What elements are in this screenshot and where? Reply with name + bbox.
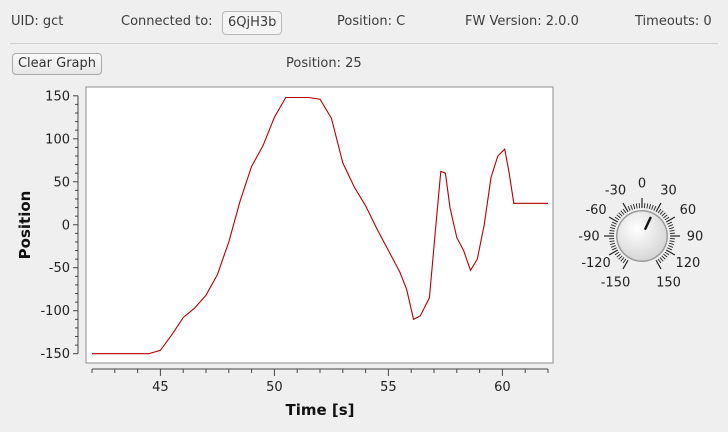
knob-minor-tick [663,253,668,258]
knob-minor-tick [668,242,674,245]
knob-major-tick [655,259,662,270]
knob-major-tick [655,202,662,213]
knob-minor-tick [618,255,623,260]
knob-minor-tick [609,229,615,232]
knob-scale-label: 120 [675,256,700,271]
knob-scale-label: 30 [660,184,677,199]
knob-indicator [644,216,652,230]
y-tick-label: 0 [62,218,70,233]
knob-minor-tick [667,247,673,251]
knob-major-tick [608,249,619,256]
knob-scale-label: 60 [680,203,697,218]
knob-minor-tick [657,208,662,214]
knob-minor-tick [610,224,616,227]
position-status: Position: C [337,14,406,29]
y-tick-label: 100 [45,132,70,147]
y-tick-label: 150 [45,89,70,104]
x-axis: 45 50 55 60 [91,368,549,395]
knob-minor-tick [664,251,670,256]
knob-minor-tick [611,221,617,225]
knob-minor-tick [667,221,673,225]
knob-minor-tick [668,227,674,230]
knob-minor-tick [659,210,664,215]
y-tick-label: 50 [53,175,70,190]
status-bar: UID: gct Connected to: 6QjH3b Position: … [0,0,728,44]
knob-minor-tick [618,212,623,217]
knob-major-tick [622,259,629,270]
uid-label: UID: gct [11,14,64,29]
knob-minor-tick [653,205,657,211]
knob-minor-tick [614,216,620,221]
knob-scale-label: -120 [581,256,611,271]
knob-minor-tick [622,258,627,264]
knob-minor-tick [630,204,633,210]
x-tick-label: 45 [152,380,169,395]
clear-graph-button[interactable]: Clear Graph [12,53,102,75]
knob-minor-tick [635,203,638,209]
knob-major-tick [665,216,676,223]
knob-minor-tick [633,204,636,210]
knob-minor-tick [620,257,625,262]
plot-area [85,86,554,364]
knob-scale-label: -60 [585,203,606,218]
knob-minor-tick [661,212,666,217]
knob-minor-tick [668,245,674,248]
knob-scale-label: 90 [687,230,704,245]
knob-minor-tick [616,214,621,219]
knob-minor-tick [657,258,662,264]
knob-minor-tick [669,240,675,243]
fw-version: FW Version: 2.0.0 [465,14,579,29]
knob-major-tick [665,249,676,256]
knob-minor-tick [610,227,616,230]
knob-minor-tick [663,214,668,219]
knob-minor-tick [610,245,616,248]
knob-minor-tick [659,257,664,262]
knob-face [617,211,667,261]
x-tick-label: 50 [266,380,283,395]
knob-minor-tick [646,203,649,209]
timeouts-label: Timeouts: 0 [635,14,712,29]
x-axis-label: Time [s] [285,401,354,419]
connected-device-field[interactable]: 6QjH3b [222,11,283,35]
knob-minor-tick [622,208,627,214]
y-tick-label: -100 [40,304,70,319]
knob-minor-tick [651,204,654,210]
knob-minor-tick [609,240,615,243]
knob-scale-label: -150 [601,275,631,290]
knob-scale-label: 150 [656,275,681,290]
y-axis: 150 100 50 0 -50 -100 -150 [40,89,79,362]
position-readout: Position: 25 [286,56,362,71]
knob-minor-tick [668,224,674,227]
knob-minor-tick [616,253,621,258]
knob-scale-label: -30 [605,184,626,199]
knob-major-tick [622,202,629,213]
knob-minor-tick [664,216,670,221]
knob-minor-tick [610,242,616,245]
knob-major-tick [608,216,619,223]
knob-minor-tick [620,210,625,215]
position-series-line [92,96,548,355]
knob-minor-tick [669,229,675,232]
knob-minor-tick [614,251,620,256]
x-tick-label: 55 [380,380,397,395]
y-tick-label: -150 [40,347,70,362]
separator [10,43,718,44]
y-tick-label: -50 [49,261,70,276]
y-axis-label: Position [16,191,34,260]
knob-scale-label: 0 [638,177,646,192]
knob-minor-tick [611,247,617,251]
knob-scale-label: -90 [578,230,599,245]
x-tick-label: 60 [494,380,511,395]
knob-minor-tick [661,255,666,260]
knob-minor-tick [627,205,631,211]
connected-label: Connected to: [121,14,213,29]
knob-minor-tick [648,204,651,210]
